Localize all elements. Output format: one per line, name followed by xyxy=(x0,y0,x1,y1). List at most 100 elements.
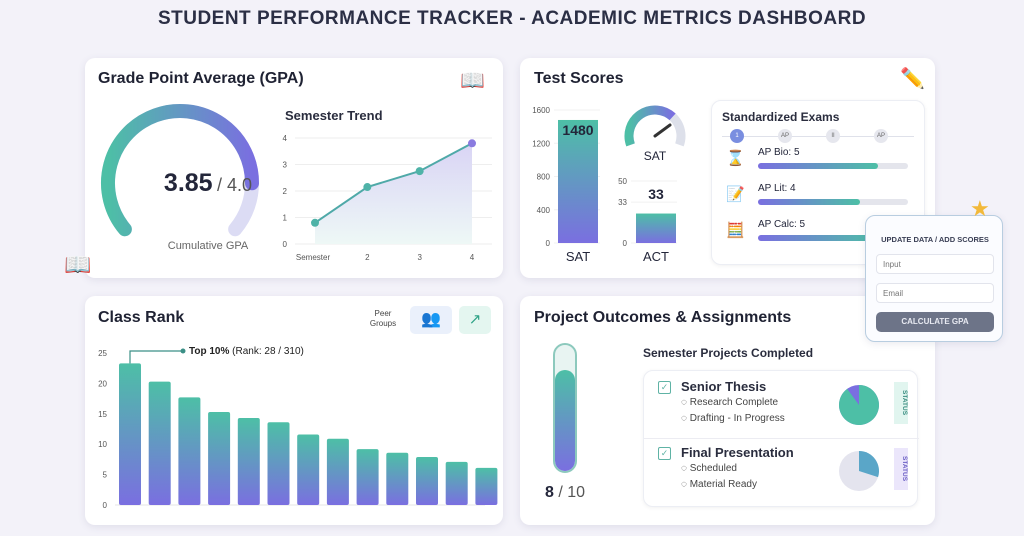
book-icon: 📖 xyxy=(460,70,485,92)
rank-bar xyxy=(416,456,438,505)
exam-step[interactable]: AP xyxy=(778,129,792,143)
update-data-popup: UPDATE DATA / ADD SCORES CALCULATE GPA xyxy=(865,215,1003,342)
pie-slice xyxy=(839,385,879,425)
test-scores-heading: Test Scores xyxy=(534,70,624,87)
rank-y-tick: 15 xyxy=(98,410,107,419)
exam-progress-track xyxy=(758,199,908,205)
annotation-leader xyxy=(129,350,183,364)
gauge-fill xyxy=(101,104,259,237)
exam-label: AP Bio: 5 xyxy=(758,147,800,158)
trend-point xyxy=(468,139,476,148)
rank-y-tick: 10 xyxy=(98,440,107,449)
peer-groups-icon[interactable]: 👥 xyxy=(410,306,452,334)
exam-step[interactable]: 1 xyxy=(730,129,744,143)
rank-y-tick: 25 xyxy=(98,349,107,358)
projects-completed: 8 xyxy=(545,484,554,501)
trend-x-tick: 4 xyxy=(470,253,475,262)
email-input[interactable] xyxy=(876,283,994,303)
exam-progress-track xyxy=(758,163,908,169)
score-input[interactable] xyxy=(876,254,994,274)
y-tick: 33 xyxy=(618,198,627,207)
trend-title: Semester Trend xyxy=(285,108,383,123)
y-tick: 0 xyxy=(623,239,628,248)
trend-point xyxy=(311,218,319,227)
exam-progress-fill xyxy=(758,199,860,205)
trend-up-icon[interactable]: ↗ xyxy=(459,306,491,334)
class-rank-card: Class Rank Peer Groups 👥 ↗ 0 5 10 15 20 25 To… xyxy=(85,296,503,525)
checkbox[interactable]: ✓ xyxy=(658,381,671,394)
sat-gauge-fill xyxy=(624,105,676,147)
pencil-icon: ✏️ xyxy=(900,68,925,90)
checkbox[interactable]: ✓ xyxy=(658,447,671,460)
rank-bar xyxy=(237,418,260,505)
act-bar xyxy=(636,213,676,243)
gpa-card: Grade Point Average (GPA) 📖 0 1 2 3 4 Semeste… xyxy=(85,58,503,278)
rank-bar xyxy=(119,363,141,505)
rank-bar xyxy=(208,411,231,505)
star-icon: ★ xyxy=(970,196,990,221)
exams-title: Standardized Exams xyxy=(722,110,840,124)
class-rank-heading: Class Rank xyxy=(98,309,185,326)
peer-groups-label: Peer Groups xyxy=(369,309,397,328)
act-label: ACT xyxy=(643,249,669,264)
semester-trend-chart: 0 1 2 3 4 Semester 2 3 4 xyxy=(283,134,492,262)
exam-step[interactable]: AP xyxy=(874,129,888,143)
exam-progress-track xyxy=(758,235,908,241)
rank-bar xyxy=(386,452,409,505)
gpa-value-group: 3.85 / 4.0 xyxy=(133,169,283,198)
exam-progress-fill xyxy=(758,163,878,169)
trend-point xyxy=(363,183,372,192)
calculate-gpa-button[interactable]: CALCULATE GPA xyxy=(876,312,994,332)
status-badge[interactable]: STATUS xyxy=(894,382,908,424)
trend-x-tick: 2 xyxy=(365,253,370,262)
class-rank-chart: 0 5 10 15 20 25 xyxy=(98,348,498,510)
projects-list-title: Semester Projects Completed xyxy=(643,346,814,360)
rank-annotation-bold: Top 10% xyxy=(189,346,230,357)
project-subtask: ◌ Research Complete xyxy=(681,397,779,408)
calculator-icon: 🧮 xyxy=(726,222,745,239)
open-book-icon: 📖 xyxy=(64,252,92,277)
projects-list: ✓ Senior Thesis ◌ Research Complete ◌ Draft… xyxy=(643,370,919,507)
exam-label: AP Calc: 5 xyxy=(758,219,806,230)
y-tick: 50 xyxy=(618,177,627,186)
sat-value: 1480 xyxy=(562,122,594,138)
act-value: 33 xyxy=(648,186,664,202)
rank-bar xyxy=(178,397,201,505)
project-item: ✓ Senior Thesis ◌ Research Complete ◌ Draft… xyxy=(644,371,919,439)
project-pie-chart xyxy=(839,385,879,425)
rank-annotation-text: (Rank: 28 / 310) xyxy=(232,346,304,357)
sat-label: SAT xyxy=(565,249,591,264)
project-item: ✓ Final Presentation ◌ Scheduled ◌ Material… xyxy=(644,437,919,505)
projects-heading: Project Outcomes & Assignments xyxy=(534,309,792,326)
project-title: Final Presentation xyxy=(681,445,794,460)
gpa-gauge: 0 1 2 3 4 Semester 2 3 4 xyxy=(101,104,492,262)
projects-total: / 10 xyxy=(558,484,586,501)
y-tick: 400 xyxy=(537,206,551,215)
trend-point xyxy=(415,167,424,176)
status-badge[interactable]: STATUS xyxy=(894,448,908,490)
gpa-value: 3.85 xyxy=(163,169,213,197)
exam-progress-fill xyxy=(758,235,878,241)
rank-y-tick: 20 xyxy=(98,379,107,388)
y-tick: 0 xyxy=(546,239,551,248)
rank-y-tick: 0 xyxy=(103,501,108,510)
trend-x-tick: Semester xyxy=(296,253,331,262)
gpa-caption: Cumulative GPA xyxy=(167,240,249,252)
trend-line xyxy=(314,142,473,224)
project-subtask: ◌ Scheduled xyxy=(681,463,737,474)
sat-bar xyxy=(558,119,598,243)
projects-count: 8 / 10 xyxy=(545,484,605,502)
trend-y-tick: 3 xyxy=(283,161,288,170)
steps-line xyxy=(722,136,914,137)
exam-step[interactable]: II xyxy=(826,129,840,143)
project-title: Senior Thesis xyxy=(681,379,767,394)
gpa-max: / 4.0 xyxy=(217,175,253,195)
projects-progress-tube xyxy=(553,343,577,473)
annotation-dot xyxy=(180,348,186,354)
hourglass-icon: ⌛ xyxy=(726,150,745,167)
trend-y-tick: 2 xyxy=(283,187,288,196)
trend-y-tick: 4 xyxy=(283,134,288,143)
rank-bar xyxy=(267,422,290,505)
trend-y-tick: 1 xyxy=(283,214,288,223)
projects-progress-fill xyxy=(555,370,575,471)
